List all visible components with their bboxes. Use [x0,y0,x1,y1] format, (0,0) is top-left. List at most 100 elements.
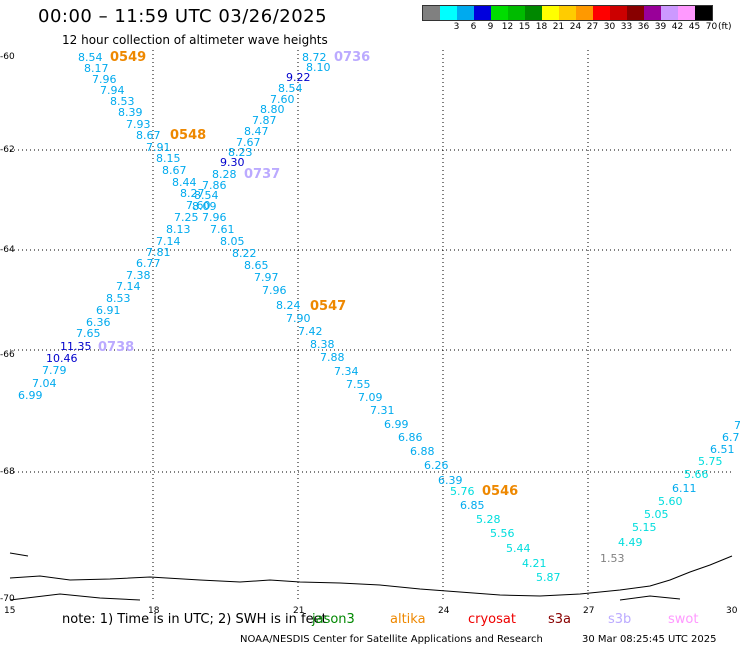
pass-id-label: 0736 [334,50,371,65]
swh-value: 7.14 [156,235,181,248]
swh-value: 7.79 [42,364,67,377]
pass-id-label: 0547 [310,299,347,314]
swh-value: 7.88 [320,351,345,364]
satellite-legend-item: cryosat [468,612,516,627]
swh-value: 8.44 [172,176,197,189]
swh-value: 5.76 [450,485,475,498]
swh-value: 1.53 [600,552,625,565]
lon-tick: 18 [148,606,160,616]
swh-value: 6.88 [410,445,435,458]
lon-tick: 30 [726,606,738,616]
swh-value: 5.44 [506,542,531,555]
swh-value: 5.15 [632,521,657,534]
lon-tick: 24 [438,606,450,616]
swh-value: 8.09 [192,200,217,213]
swh-value: 4.49 [618,536,643,549]
color-scale-label: 30 [603,22,616,32]
swh-value: 7.90 [286,312,311,325]
satellite-legend-item: s3a [548,612,572,627]
swh-value: 7.09 [358,391,383,404]
color-swatch [610,6,627,20]
map-title: 00:00 – 11:59 UTC 03/26/2025 [38,6,328,27]
lon-tick: 15 [4,606,16,616]
satellite-legend-item: s3b [608,612,632,627]
color-swatch [593,6,610,20]
color-scale-label: 3 [453,22,460,32]
swh-value: 7.65 [76,327,101,340]
color-swatch [508,6,525,20]
color-scale-label: 42 [671,22,684,32]
color-scale-label: 21 [552,22,565,32]
swh-value: 11.35 [60,340,92,353]
color-scale-label: 12 [501,22,514,32]
swh-value: 6.36 [86,316,111,329]
swh-value: 8.53 [106,292,131,305]
coastline [9,555,733,597]
swh-value: 8.23 [228,146,253,159]
color-scale-label: 36 [637,22,650,32]
swh-value: 8.22 [232,247,257,260]
swh-value: 6.99 [384,418,409,431]
swh-value: 6.91 [96,304,121,317]
swh-value: 7.34 [334,365,359,378]
satellite-legend-item: altika [390,612,426,627]
swh-value: 7.60 [270,93,295,106]
swh-value: 7.42 [298,325,323,338]
swh-value: 8.65 [244,259,269,272]
color-swatch [661,6,678,20]
map-subtitle: 12 hour collection of altimeter wave hei… [62,33,328,47]
color-swatch [695,6,712,20]
satellite-legend-item: swot [668,612,699,627]
color-swatch [491,6,508,20]
swh-value: 7.31 [370,404,395,417]
color-scale-label: 45 [688,22,701,32]
swh-value: 8.54 [278,82,303,95]
swh-value: 6.77 [136,257,161,270]
swh-value: 8.54 [194,189,219,202]
credit-line: NOAA/NESDIS Center for Satellite Applica… [240,634,543,645]
swh-value: 6.85 [460,499,485,512]
swh-value: 7.86 [202,179,227,192]
swh-value: 9.22 [286,71,311,84]
pass-id-label: 0548 [170,128,207,143]
lon-tick: 21 [293,606,305,616]
swh-value: 8.54 [78,51,103,64]
swh-value: 7.94 [100,84,125,97]
swh-value: 5.56 [490,527,515,540]
swh-value: 7.97 [254,271,279,284]
swh-value: 7.93 [126,118,151,131]
color-swatch [423,6,440,20]
lon-tick: 27 [583,606,595,616]
swh-value: 8.17 [84,62,109,75]
pass-id-label: 0738 [98,340,135,355]
swh-value: 8.67 [162,164,187,177]
swh-value: 5.60 [658,495,683,508]
swh-value: 6.26 [424,459,449,472]
lat-tick: -60 [0,52,15,62]
swh-value: 8.15 [156,152,181,165]
swh-value: 6.7 [722,431,740,444]
swh-value: 7.96 [262,284,287,297]
color-scale-legend [422,5,713,21]
swh-value: 7.55 [346,378,371,391]
swh-value: 6.11 [672,482,697,495]
swh-value: 4.21 [522,557,547,570]
color-swatch [678,6,695,20]
swh-value: 7 [734,419,740,432]
swh-value: 7.81 [146,246,171,259]
swh-value: 7.14 [116,280,141,293]
swh-value: 8.10 [306,61,331,74]
legend-unit: (ft) [718,22,732,32]
lat-tick: -64 [0,245,15,255]
color-swatch [525,6,542,20]
swh-value: 5.28 [476,513,501,526]
swh-value: 7.96 [92,73,117,86]
lat-tick: -62 [0,145,15,155]
swh-value: 8.38 [310,338,335,351]
swh-value: 8.72 [302,51,327,64]
swh-value: 5.66 [684,468,709,481]
generated-timestamp: 30 Mar 08:25:45 UTC 2025 [582,634,717,645]
swh-value: 8.47 [244,125,269,138]
